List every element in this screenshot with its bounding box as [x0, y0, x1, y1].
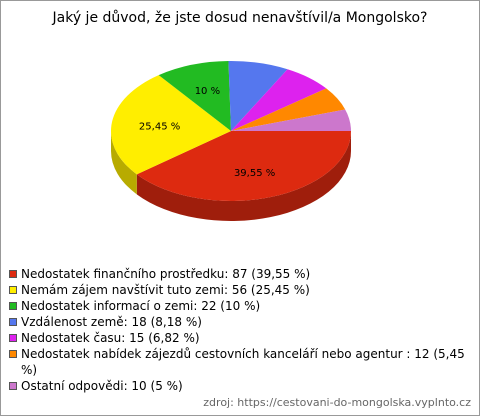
- legend-swatch: [9, 286, 17, 294]
- legend: Nedostatek finančního prostředku: 87 (39…: [9, 266, 471, 394]
- legend-swatch: [9, 318, 17, 326]
- slice: [158, 61, 231, 132]
- legend-item: Vzdálenost země: 18 (8,18 %): [9, 314, 471, 330]
- legend-item: Ostatní odpovědi: 10 (5 %): [9, 378, 471, 394]
- legend-item: Nedostatek finančního prostředku: 87 (39…: [9, 266, 471, 282]
- slice: [231, 69, 327, 131]
- legend-item: Nedostatek informací o zemi: 22 (10 %): [9, 298, 471, 314]
- legend-item: Nemám zájem navštívit tuto zemi: 56 (25,…: [9, 282, 471, 298]
- legend-item: Nedostatek nabídek zájezdů cestovních ka…: [9, 346, 471, 378]
- legend-label: Nedostatek informací o zemi: 22 (10 %): [21, 299, 261, 313]
- slice: [228, 61, 288, 131]
- legend-label: Nemám zájem navštívit tuto zemi: 56 (25,…: [21, 283, 310, 297]
- legend-swatch: [9, 382, 17, 390]
- slice-label: 39,55 %: [234, 168, 275, 179]
- slice-label: 25,45 %: [139, 121, 180, 132]
- legend-swatch: [9, 302, 17, 310]
- slice: [231, 109, 351, 131]
- pie-chart: 39,55 % 25,45 % 10 %: [111, 61, 351, 221]
- legend-item: Nedostatek času: 15 (6,82 %): [9, 330, 471, 346]
- legend-label: Nedostatek času: 15 (6,82 %): [21, 331, 200, 345]
- slice: [136, 131, 351, 202]
- legend-swatch: [9, 334, 17, 342]
- chart-title: Jaký je důvod, že jste dosud nenavštívil…: [52, 10, 428, 26]
- slice: [231, 88, 346, 131]
- slice-side: [111, 131, 137, 195]
- legend-swatch: [9, 270, 17, 278]
- slice-side: [136, 131, 351, 221]
- legend-label: Vzdálenost země: 18 (8,18 %): [21, 315, 202, 329]
- legend-label: Nedostatek nabídek zájezdů cestovních ka…: [21, 347, 465, 377]
- legend-label: Ostatní odpovědi: 10 (5 %): [21, 379, 183, 393]
- source-note: zdroj: https://cestovani-do-mongolska.vy…: [203, 396, 471, 409]
- slice: [111, 75, 231, 175]
- slice-label: 10 %: [195, 86, 220, 97]
- legend-label: Nedostatek finančního prostředku: 87 (39…: [21, 267, 311, 281]
- legend-swatch: [9, 350, 17, 358]
